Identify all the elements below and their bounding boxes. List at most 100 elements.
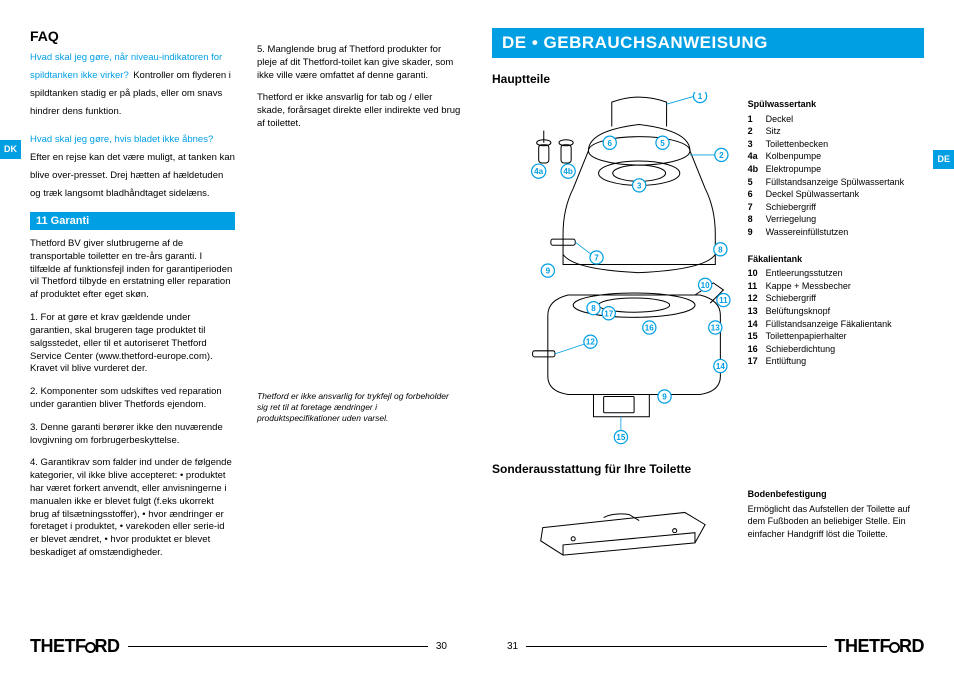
- part-row: 3Toilettenbecken: [748, 138, 924, 151]
- main-parts-heading: Hauptteile: [492, 72, 924, 86]
- faq-item: Hvad skal jeg gøre, når niveau-indikator…: [30, 47, 235, 119]
- part-row: 10Entleerungsstutzen: [748, 267, 924, 280]
- part-label: Entleerungsstutzen: [766, 267, 924, 280]
- part-row: 6Deckel Spülwassertank: [748, 188, 924, 201]
- part-label: Toilettenpapierhalter: [766, 330, 924, 343]
- title-bar: DE • GEBRAUCHSANWEISUNG: [492, 28, 924, 58]
- part-row: 7Schiebergriff: [748, 201, 924, 214]
- part-number: 16: [748, 343, 766, 356]
- svg-text:14: 14: [716, 362, 726, 371]
- warranty-intro: Thetford BV giver slutbrugerne af de tra…: [30, 238, 235, 302]
- part-number: 2: [748, 125, 766, 138]
- svg-text:8: 8: [591, 304, 596, 313]
- part-label: Schieberdichtung: [766, 343, 924, 356]
- svg-text:15: 15: [616, 433, 626, 442]
- part-label: Füllstandsanzeige Spülwassertank: [766, 176, 924, 189]
- warranty-point: 4. Garantikrav som falder ind under de f…: [30, 457, 235, 560]
- part-number: 4a: [748, 150, 766, 163]
- lang-tab-dk: DK: [0, 140, 21, 159]
- svg-text:9: 9: [546, 267, 551, 276]
- disclaimer-text: Thetford er ikke ansvarlig for trykfejl …: [257, 391, 462, 424]
- part-label: Deckel: [766, 113, 924, 126]
- part-label: Entlüftung: [766, 355, 924, 368]
- svg-text:13: 13: [711, 324, 721, 333]
- part-number: 9: [748, 226, 766, 239]
- part-number: 12: [748, 292, 766, 305]
- boden-text: Ermöglicht das Aufstellen der Toilette a…: [748, 503, 924, 541]
- accessory-heading: Sonderausstattung für Ihre Toilette: [492, 462, 924, 476]
- svg-text:7: 7: [594, 253, 599, 262]
- part-row: 5Füllstandsanzeige Spülwassertank: [748, 176, 924, 189]
- svg-text:16: 16: [645, 324, 655, 333]
- faq-answer: Efter en rejse kan det være muligt, at t…: [30, 152, 235, 199]
- part-row: 15Toilettenpapierhalter: [748, 330, 924, 343]
- part-label: Füllstandsanzeige Fäkalientank: [766, 318, 924, 331]
- part-label: Kolbenpumpe: [766, 150, 924, 163]
- footer-right: 31 THETFRD: [507, 636, 924, 657]
- part-number: 10: [748, 267, 766, 280]
- part-number: 6: [748, 188, 766, 201]
- part-label: Wassereinfüllstutzen: [766, 226, 924, 239]
- part-label: Kappe + Messbecher: [766, 280, 924, 293]
- footer-rule: [526, 646, 826, 647]
- spuel-title: Spülwassertank: [748, 98, 924, 111]
- left-columns: FAQ Hvad skal jeg gøre, når niveau-indik…: [30, 28, 462, 570]
- part-row: 9Wassereinfüllstutzen: [748, 226, 924, 239]
- svg-text:10: 10: [701, 281, 711, 290]
- part-label: Sitz: [766, 125, 924, 138]
- svg-text:4a: 4a: [534, 167, 544, 176]
- faek-title: Fäkalientank: [748, 253, 924, 266]
- part-label: Verriegelung: [766, 213, 924, 226]
- svg-text:4b: 4b: [563, 167, 573, 176]
- page-number: 31: [507, 641, 518, 652]
- warranty-point: 2. Komponenter som udskiftes ved reparat…: [30, 386, 235, 412]
- warranty-col2: Thetford er ikke ansvarlig for tab og / …: [257, 92, 462, 130]
- faq-item: Hvad skal jeg gøre, hvis bladet ikke åbn…: [30, 129, 235, 201]
- thetford-logo: THETFRD: [835, 636, 925, 657]
- part-number: 7: [748, 201, 766, 214]
- svg-text:12: 12: [586, 338, 596, 347]
- warranty-section-bar: 11 Garanti: [30, 212, 235, 230]
- svg-text:9: 9: [662, 393, 667, 402]
- part-number: 1: [748, 113, 766, 126]
- part-label: Belüftungsknopf: [766, 305, 924, 318]
- page-left: DK FAQ Hvad skal jeg gøre, når niveau-in…: [0, 0, 477, 673]
- svg-text:8: 8: [718, 245, 723, 254]
- page-number: 30: [436, 641, 447, 652]
- warranty-col2: 5. Manglende brug af Thetford produkter …: [257, 44, 462, 82]
- part-number: 15: [748, 330, 766, 343]
- faq-heading: FAQ: [30, 28, 235, 44]
- part-number: 11: [748, 280, 766, 293]
- part-number: 8: [748, 213, 766, 226]
- svg-text:17: 17: [604, 309, 614, 318]
- part-number: 13: [748, 305, 766, 318]
- part-number: 14: [748, 318, 766, 331]
- warranty-point: 1. For at gøre et krav gældende under ga…: [30, 312, 235, 376]
- part-label: Deckel Spülwassertank: [766, 188, 924, 201]
- part-row: 13Belüftungsknopf: [748, 305, 924, 318]
- accessory-diagram: [492, 482, 736, 568]
- part-number: 17: [748, 355, 766, 368]
- footer-left: THETFRD 30: [30, 636, 447, 657]
- part-row: 12Schiebergriff: [748, 292, 924, 305]
- page-right: DE DE • GEBRAUCHSANWEISUNG Hauptteile: [477, 0, 954, 673]
- part-row: 17Entlüftung: [748, 355, 924, 368]
- part-label: Schiebergriff: [766, 292, 924, 305]
- part-label: Schiebergriff: [766, 201, 924, 214]
- part-number: 3: [748, 138, 766, 151]
- part-row: 14Füllstandsanzeige Fäkalientank: [748, 318, 924, 331]
- svg-text:2: 2: [719, 151, 724, 160]
- part-number: 4b: [748, 163, 766, 176]
- part-row: 11Kappe + Messbecher: [748, 280, 924, 293]
- main-diagram: 1 2 3 4a 4b 5 6 7 8 9 10 11 12 13: [492, 92, 736, 452]
- svg-text:3: 3: [637, 181, 642, 190]
- svg-text:5: 5: [660, 139, 665, 148]
- part-label: Elektropumpe: [766, 163, 924, 176]
- part-number: 5: [748, 176, 766, 189]
- lang-tab-de: DE: [933, 150, 954, 169]
- svg-text:11: 11: [719, 296, 728, 305]
- part-row: 4aKolbenpumpe: [748, 150, 924, 163]
- svg-text:1: 1: [698, 92, 703, 101]
- parts-list: Spülwassertank 1Deckel2Sitz3Toilettenbec…: [748, 92, 924, 452]
- faq-question: Hvad skal jeg gøre, hvis bladet ikke åbn…: [30, 134, 213, 145]
